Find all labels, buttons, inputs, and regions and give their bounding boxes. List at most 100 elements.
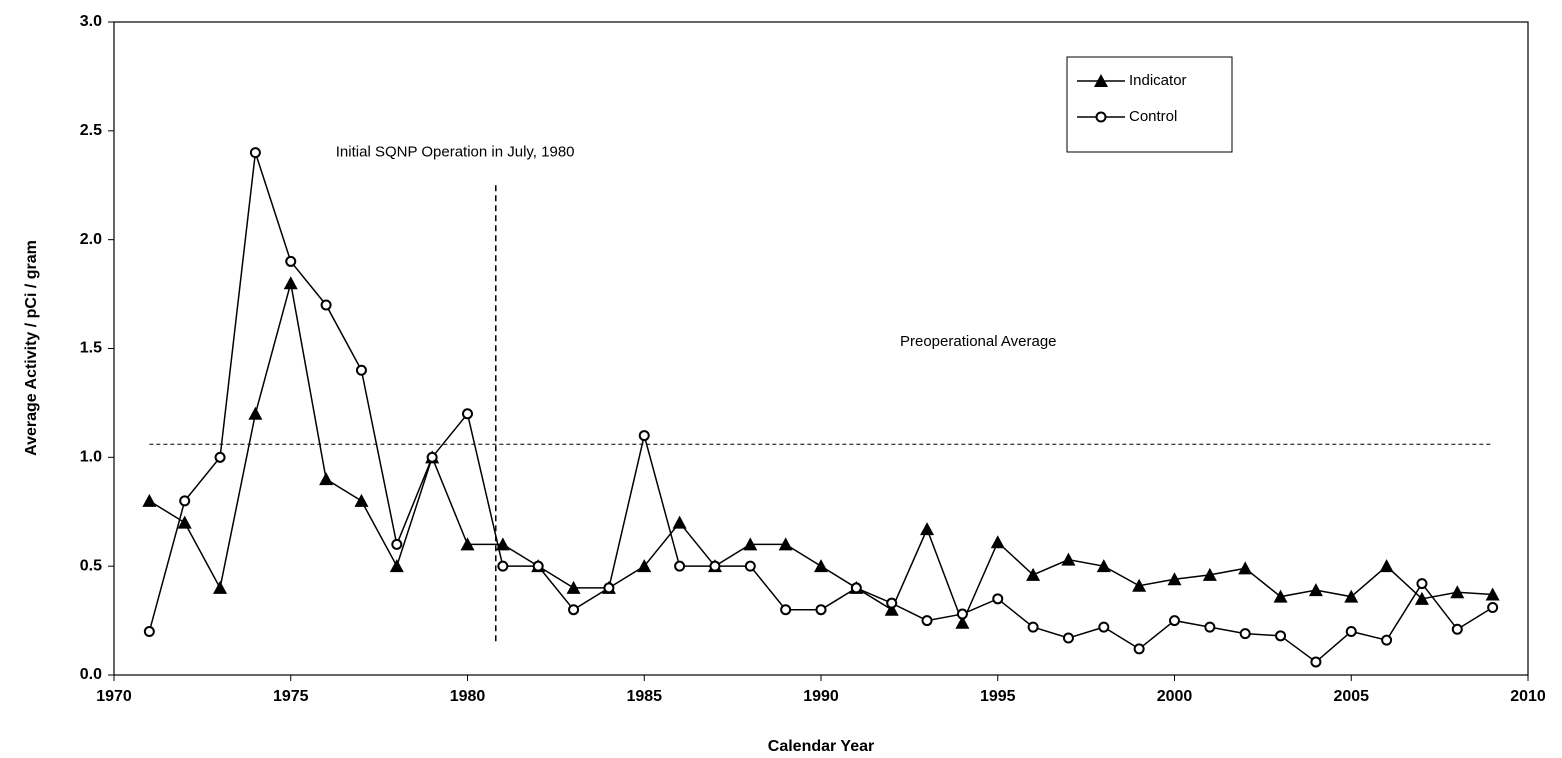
y-tick-label: 1.0 <box>80 449 102 466</box>
point <box>1062 632 1074 644</box>
legend-label: Indicator <box>1129 72 1187 89</box>
point <box>177 515 192 529</box>
point <box>426 451 438 463</box>
point <box>1238 561 1253 575</box>
point <box>143 625 155 637</box>
legend-marker <box>1095 111 1107 123</box>
point <box>780 604 792 616</box>
annotation: Initial SQNP Operation in July, 1980 <box>336 144 575 161</box>
point <box>814 559 828 573</box>
point <box>319 472 334 486</box>
y-tick-label: 2.5 <box>80 122 102 139</box>
point <box>1344 589 1359 603</box>
point <box>249 147 261 159</box>
point <box>886 597 898 609</box>
y-tick-label: 3.0 <box>80 13 102 30</box>
point <box>743 537 758 551</box>
point <box>1202 567 1217 581</box>
point <box>566 580 581 594</box>
point <box>1027 621 1039 633</box>
point <box>815 604 827 616</box>
point <box>990 535 1005 549</box>
point <box>391 538 403 550</box>
point <box>921 615 933 627</box>
x-tick-label: 1970 <box>96 688 132 705</box>
point <box>1167 572 1182 586</box>
point <box>672 515 687 529</box>
point <box>1451 623 1463 635</box>
point <box>992 593 1004 605</box>
point <box>1132 578 1147 592</box>
legend-label: Control <box>1129 108 1177 125</box>
point <box>1414 591 1429 605</box>
point <box>1061 552 1076 566</box>
y-tick-label: 2.0 <box>80 231 102 248</box>
point <box>179 495 191 507</box>
point <box>248 406 263 420</box>
point <box>674 560 686 572</box>
x-tick-label: 2005 <box>1333 688 1369 705</box>
point <box>285 255 297 267</box>
y-axis-label: Average Activity / pCi / gram <box>23 240 40 456</box>
point <box>283 276 298 290</box>
point <box>1098 621 1110 633</box>
x-tick-label: 2010 <box>1510 688 1546 705</box>
point <box>1487 602 1499 614</box>
point <box>884 602 899 616</box>
point <box>1345 625 1357 637</box>
point <box>460 537 475 551</box>
point <box>1026 567 1041 581</box>
x-axis-label: Calendar Year <box>768 738 874 755</box>
point <box>214 451 226 463</box>
y-tick-label: 0.5 <box>80 557 102 574</box>
point <box>1450 585 1465 599</box>
series-line <box>148 152 1494 663</box>
y-tick-label: 0.0 <box>80 666 102 683</box>
point <box>497 560 509 572</box>
point <box>1308 583 1323 597</box>
point <box>1273 589 1288 603</box>
point <box>355 364 367 376</box>
point <box>568 604 580 616</box>
point <box>1381 634 1393 646</box>
point <box>778 537 793 551</box>
point <box>920 522 935 536</box>
point <box>1239 628 1251 640</box>
x-tick-label: 1995 <box>980 688 1016 705</box>
annotation: Preoperational Average <box>900 333 1057 350</box>
plot-frame <box>113 21 1529 676</box>
point <box>462 408 473 420</box>
point <box>637 559 652 573</box>
point <box>213 580 228 594</box>
point <box>1485 587 1500 601</box>
point <box>354 493 369 507</box>
x-tick-label: 1980 <box>450 688 486 705</box>
point <box>638 430 650 442</box>
legend-box <box>1066 56 1233 153</box>
y-tick-label: 1.5 <box>80 340 102 357</box>
point <box>320 299 332 311</box>
x-tick-label: 2000 <box>1157 688 1193 705</box>
point <box>709 560 721 572</box>
x-tick-label: 1990 <box>803 688 839 705</box>
x-tick-label: 1975 <box>273 688 309 705</box>
x-tick-label: 1985 <box>626 688 662 705</box>
point <box>495 537 510 551</box>
point <box>142 493 157 507</box>
point <box>603 582 615 594</box>
point <box>1169 615 1180 627</box>
point <box>1096 559 1111 573</box>
point <box>389 559 404 573</box>
point <box>1416 578 1428 590</box>
point <box>1133 643 1145 655</box>
point <box>1310 656 1322 668</box>
point <box>532 560 544 572</box>
point <box>1275 630 1287 642</box>
point <box>744 560 756 572</box>
legend-marker <box>1094 74 1108 87</box>
point <box>955 615 970 629</box>
point <box>1379 559 1394 573</box>
point <box>1204 621 1216 633</box>
point <box>850 582 862 594</box>
